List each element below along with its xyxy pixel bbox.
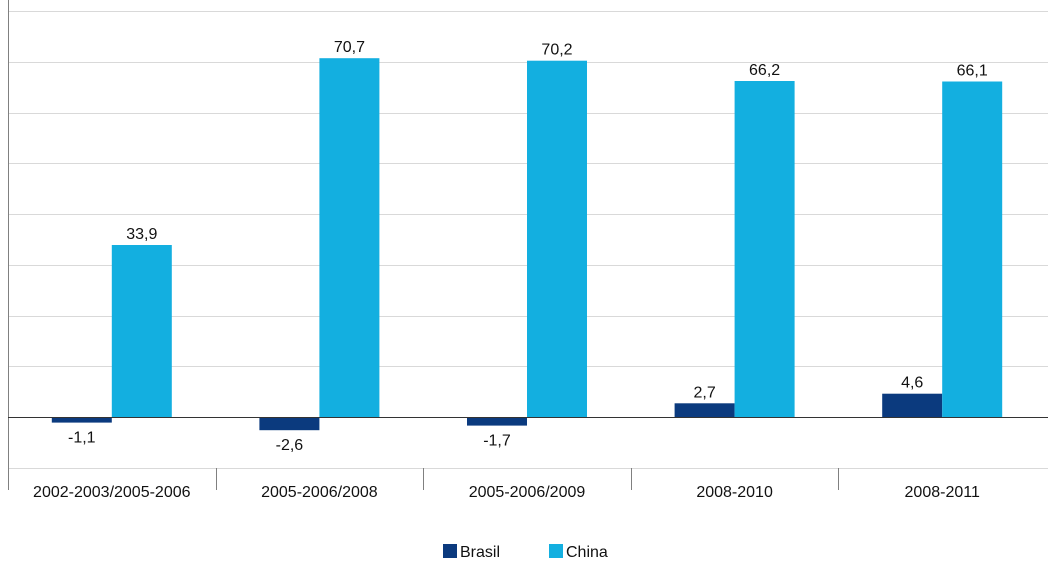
category-labels: 2002-2003/2005-2006 2005-2006/2008 2005-20…: [33, 484, 980, 501]
legend: Brasil China: [443, 544, 608, 561]
bar-brasil-3: [467, 417, 527, 426]
data-label-china-1: 33,9: [126, 226, 157, 243]
data-label-brasil-1: -1,1: [68, 430, 96, 447]
bars: [51, 58, 1003, 431]
legend-swatch-brasil: [443, 544, 457, 558]
bar-china-5: [942, 81, 1003, 417]
category-label-3: 2005-2006/2009: [469, 484, 586, 501]
category-label-1: 2002-2003/2005-2006: [33, 484, 191, 501]
data-labels: -1,1 33,9 -2,6 70,7 -1,7 70,2 2,7 66,2 4,6 66,1: [68, 39, 988, 454]
data-label-brasil-5: 4,6: [901, 375, 923, 392]
bar-china-4: [734, 81, 795, 417]
bar-brasil-4: [674, 403, 735, 417]
data-label-china-4: 66,2: [749, 62, 780, 79]
bar-brasil-5: [882, 393, 943, 417]
bar-brasil-2: [259, 417, 320, 431]
data-label-brasil-4: 2,7: [693, 384, 715, 401]
bar-china-2: [319, 58, 380, 417]
data-label-brasil-2: -2,6: [276, 437, 304, 454]
axes: [8, 0, 1048, 490]
legend-swatch-china: [549, 544, 563, 558]
bar-china-3: [527, 60, 587, 417]
data-label-china-3: 70,2: [541, 42, 572, 59]
bar-china-1: [111, 245, 172, 417]
legend-label-brasil: Brasil: [460, 544, 500, 561]
data-label-china-2: 70,7: [334, 39, 365, 56]
category-label-4: 2008-2010: [696, 484, 773, 501]
data-label-brasil-3: -1,7: [483, 433, 511, 450]
category-label-2: 2005-2006/2008: [261, 484, 378, 501]
data-label-china-5: 66,1: [957, 63, 988, 80]
legend-label-china: China: [566, 544, 608, 561]
bar-brasil-1: [51, 417, 112, 423]
category-label-5: 2008-2011: [905, 484, 980, 501]
